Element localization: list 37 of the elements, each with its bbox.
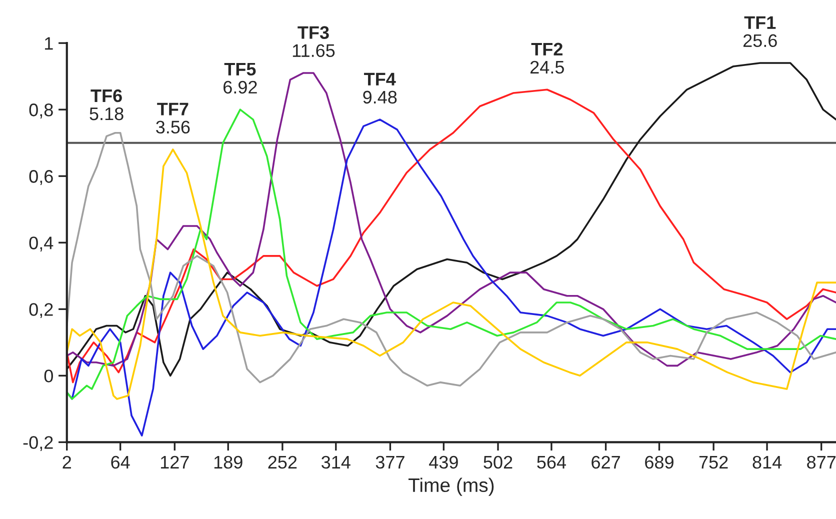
x-tick-label: 689 — [645, 456, 674, 469]
text: TF5 — [224, 62, 256, 76]
text: TF4 — [364, 72, 396, 86]
x-tick-label: 564 — [537, 456, 566, 469]
annotation: 3.56 — [156, 120, 190, 134]
text: TF7 — [157, 102, 188, 116]
series-label: TF1 — [744, 16, 776, 29]
y-tick-label: 1 — [45, 37, 53, 50]
annotation: 6.92 — [224, 80, 257, 94]
x-tick-label: 189 — [214, 456, 242, 469]
annotation: 9.48 — [363, 90, 397, 104]
y-tick-label: 0 — [44, 370, 53, 382]
y-tick-label: 0,6 — [29, 170, 53, 185]
x-tick-label: 502 — [484, 456, 512, 469]
annotation: 25.6 — [743, 34, 777, 48]
y-tick-label: 0,8 — [29, 104, 53, 118]
x-tick-label: 127 — [160, 456, 189, 468]
annotation: 24.5 — [530, 60, 564, 74]
x-tick-label: 377 — [376, 456, 404, 469]
series-label: TF3 — [298, 26, 329, 39]
x-tick-label: 877 — [807, 456, 836, 469]
y-tick-label: 0,4 — [29, 236, 54, 252]
x-tick-label: 814 — [752, 456, 782, 469]
x-tick-label: 627 — [592, 456, 620, 469]
annotation: 11.65 — [292, 44, 335, 58]
x-axis-title: Time (ms) — [408, 478, 494, 496]
x-tick-label: 64 — [111, 456, 130, 469]
y-tick-label: 0,2 — [29, 303, 53, 318]
x-tick-label: 314 — [322, 456, 350, 469]
x-tick-label: 252 — [268, 456, 297, 469]
series-label: TF6 — [90, 89, 122, 102]
annotation: 5.18 — [90, 107, 124, 120]
x-tick-label: 752 — [699, 456, 728, 469]
x-tick-label: 439 — [429, 456, 458, 469]
series-label: TF2 — [531, 42, 562, 56]
y-tick-label: -0,2 — [23, 436, 53, 452]
x-tick-label: 2 — [62, 456, 71, 468]
